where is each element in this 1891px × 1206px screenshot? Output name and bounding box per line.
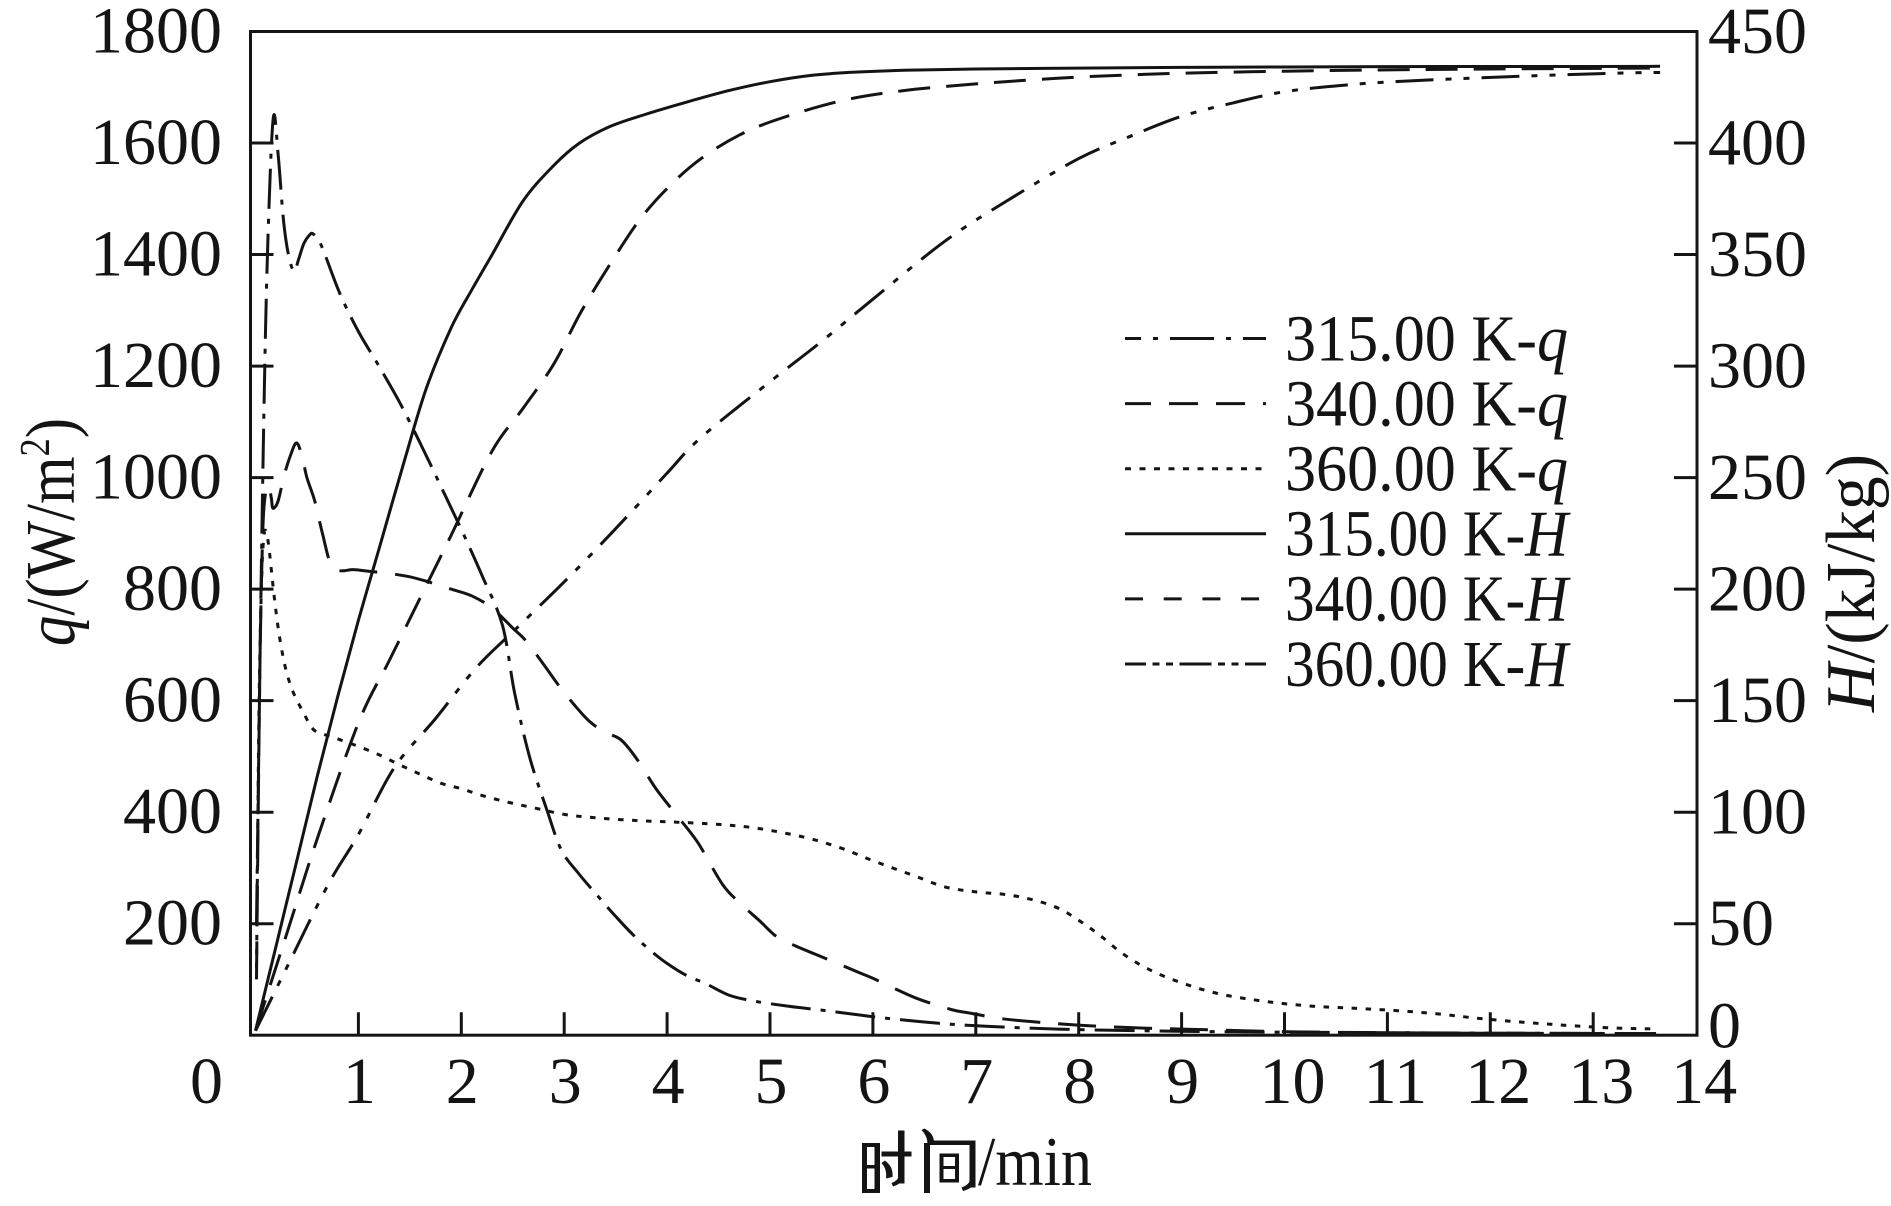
svg-text:1600: 1600 [90, 106, 222, 179]
svg-text:1: 1 [343, 1045, 376, 1118]
svg-text:13: 13 [1568, 1045, 1634, 1118]
svg-text:250: 250 [1708, 441, 1807, 514]
svg-text:14: 14 [1671, 1045, 1737, 1118]
svg-text:600: 600 [123, 664, 222, 737]
svg-text:12: 12 [1465, 1045, 1531, 1118]
svg-text:360.00 K-q: 360.00 K-q [1285, 433, 1568, 506]
svg-text:400: 400 [123, 775, 222, 848]
svg-text:3: 3 [549, 1045, 582, 1118]
svg-text:150: 150 [1708, 664, 1807, 737]
svg-text:6: 6 [857, 1045, 890, 1118]
svg-text:8: 8 [1063, 1045, 1096, 1118]
svg-text:340.00 K-H: 340.00 K-H [1285, 563, 1571, 636]
svg-text:300: 300 [1708, 330, 1807, 403]
svg-text:50: 50 [1708, 887, 1774, 960]
svg-text:1400: 1400 [90, 218, 222, 291]
svg-text:0: 0 [190, 1045, 223, 1118]
svg-text:315.00 K-q: 315.00 K-q [1285, 302, 1568, 375]
svg-text:400: 400 [1708, 107, 1807, 180]
svg-text:200: 200 [123, 887, 222, 960]
svg-text:0: 0 [1708, 990, 1741, 1063]
svg-text:10: 10 [1260, 1045, 1326, 1118]
svg-text:100: 100 [1708, 776, 1807, 849]
svg-text:340.00 K-q: 340.00 K-q [1285, 367, 1568, 440]
svg-text:H/(kJ/kg): H/(kJ/kg) [1813, 454, 1890, 713]
svg-text:450: 450 [1708, 0, 1807, 68]
svg-text:800: 800 [123, 552, 222, 625]
svg-text:1000: 1000 [90, 441, 222, 514]
svg-text:7: 7 [960, 1045, 993, 1118]
svg-text:2: 2 [446, 1045, 479, 1118]
svg-text:350: 350 [1708, 218, 1807, 291]
svg-text:360.00 K-H: 360.00 K-H [1285, 628, 1571, 701]
svg-text:1800: 1800 [90, 0, 222, 68]
svg-text:5: 5 [755, 1045, 788, 1118]
svg-text:4: 4 [652, 1045, 685, 1118]
svg-text:11: 11 [1364, 1045, 1428, 1118]
svg-text:/min: /min [978, 1124, 1092, 1201]
svg-text:200: 200 [1708, 553, 1807, 626]
svg-text:315.00 K-H: 315.00 K-H [1285, 498, 1571, 571]
svg-text:1200: 1200 [90, 329, 222, 402]
svg-text:9: 9 [1166, 1045, 1199, 1118]
